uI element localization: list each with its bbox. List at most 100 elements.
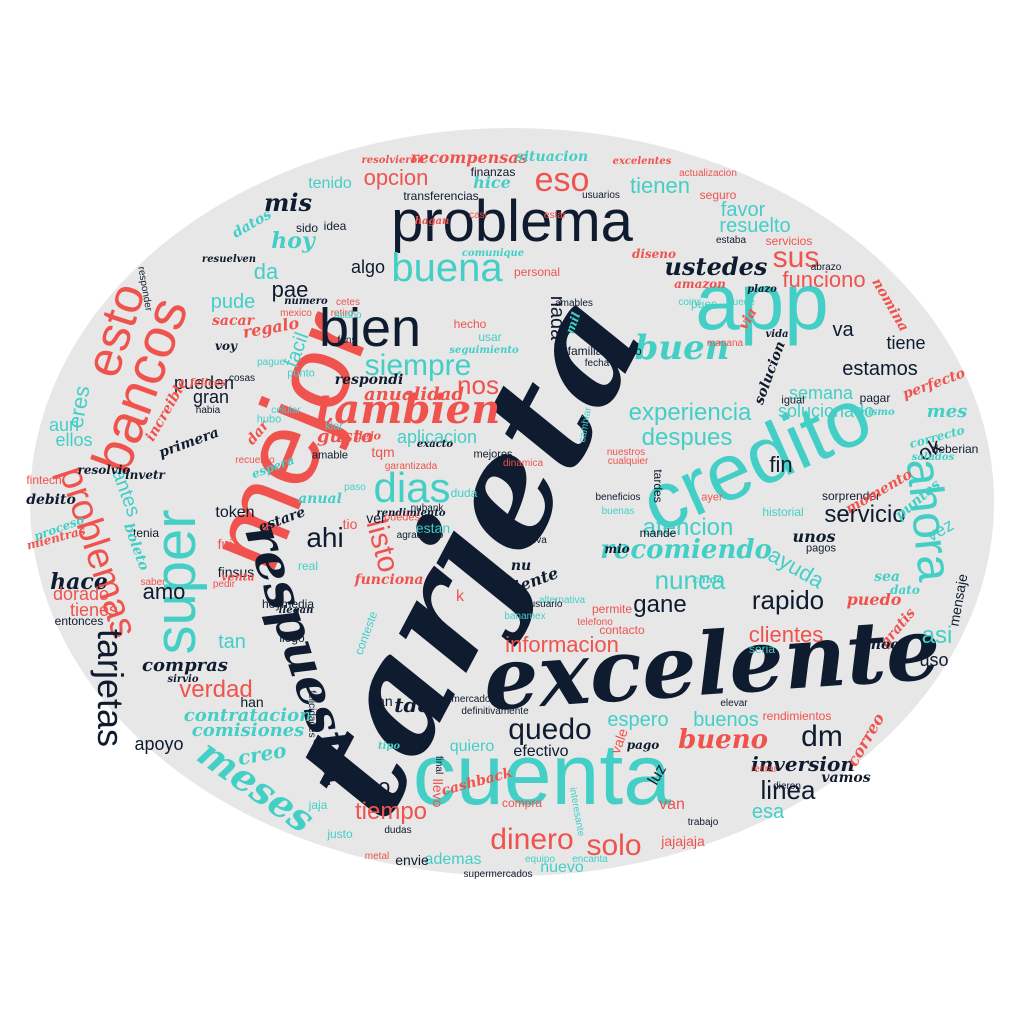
word-jaja: jaja: [308, 798, 328, 812]
word-amazon: amazon: [674, 277, 726, 291]
word-han: han: [240, 694, 264, 710]
word-resuelven: resuelven: [201, 254, 257, 265]
word-usuarios: usuarios: [582, 190, 620, 201]
word-despues: despues: [641, 424, 733, 451]
word-plazo: plazo: [747, 284, 777, 295]
word-celular: celular: [271, 405, 301, 416]
word-pae: pae: [271, 277, 309, 302]
word-sus: sus: [772, 241, 820, 274]
word-amable: amable: [311, 449, 349, 462]
word-recompensas: recompensas: [410, 148, 528, 167]
word-espero: espero: [607, 709, 669, 731]
word-supermercados: supermercados: [463, 869, 533, 880]
word-asi: asi: [921, 622, 953, 649]
word-hagan: hagan: [414, 216, 450, 227]
word-da: da: [253, 259, 279, 284]
word-retirar: retirar: [750, 764, 778, 775]
word-finsus: finsus: [217, 564, 255, 580]
word-dinero: dinero: [490, 823, 574, 856]
word-contacto: contacto: [599, 623, 645, 637]
word-opcion: opcion: [363, 165, 429, 190]
word-situacion: situacion: [515, 149, 589, 165]
word-hubo: hubo: [256, 413, 282, 426]
word-buen: buen: [634, 328, 730, 368]
word-estamos: estamos: [842, 358, 918, 380]
word-fin: fin: [769, 452, 793, 477]
word-token: token: [215, 504, 255, 521]
word-atencion: atencion: [642, 514, 734, 541]
word-idea: idea: [323, 219, 347, 233]
word-quedo: quedo: [508, 713, 592, 746]
word-encanta: encanta: [572, 854, 608, 865]
word-estar: estar: [543, 210, 567, 221]
word-comisiones: comisiones: [191, 720, 305, 741]
word-bbva: bbva: [525, 535, 547, 546]
word-comunique: comunique: [461, 248, 525, 259]
word-dan: dan: [369, 693, 393, 709]
word-nunca: nunca: [654, 565, 726, 595]
word-bueno: bueno: [678, 725, 768, 755]
word-mes: mes: [926, 401, 968, 422]
word-final: final: [433, 755, 444, 775]
word-tienen: tienen: [630, 173, 690, 198]
word-finanzas: finanzas: [470, 165, 516, 179]
word-mio: mio: [604, 542, 630, 556]
word-fans: fans: [337, 335, 357, 346]
word-cosas: cosas: [228, 373, 256, 384]
word-verdad: verdad: [179, 676, 253, 703]
word-pago: pago: [626, 738, 660, 752]
word-van: van: [659, 796, 685, 813]
word-sacar: sacar: [212, 313, 254, 329]
word-sorprender: sorprender: [821, 489, 881, 503]
word-servicios: servicios: [765, 234, 813, 248]
word-mexico: mexico: [280, 308, 312, 319]
word-envie: envie: [395, 852, 429, 868]
word-dorado: dorado: [52, 584, 110, 604]
word-metal: metal: [364, 851, 390, 862]
word-gane: gane: [633, 591, 687, 618]
word-pueden: pueden: [173, 373, 235, 393]
word-cualquier: cualquier: [607, 456, 649, 467]
word-semana: semana: [788, 383, 854, 403]
word-app: app: [695, 257, 829, 346]
word-klar: klar: [325, 420, 343, 433]
word-compras: compras: [142, 655, 228, 676]
word-rendimiento: rendimiento: [376, 508, 446, 519]
word-pedir: pedir: [212, 579, 236, 590]
word-amables: amables: [555, 298, 593, 309]
word-informacion: informacion: [505, 632, 619, 657]
word-ademas: ademas: [424, 851, 482, 868]
word-recomiendo: recomiendo: [600, 535, 772, 565]
word-contratacion: contratacion: [183, 705, 313, 726]
word-punto: punto: [287, 367, 315, 380]
word-dieron: dieron: [773, 781, 801, 792]
word-funciono: funciono: [782, 267, 866, 292]
word-fui: fui: [217, 536, 233, 552]
word-llegan: llegan: [278, 605, 314, 616]
word-telefono: telefono: [577, 617, 613, 628]
word-quiero: quiero: [449, 738, 495, 755]
word-ver: ver: [366, 510, 386, 526]
word-abono: abono: [608, 344, 642, 358]
word-tienes: tienes: [69, 600, 119, 620]
word-recuerdo: recuerdo: [235, 455, 275, 466]
word-sirvio: sirvio: [167, 674, 199, 685]
word-personal: personal: [513, 265, 561, 279]
word-casi: casi: [469, 210, 487, 221]
word-hecho: hecho: [453, 317, 487, 331]
word-nubank: nubank: [410, 503, 444, 514]
word-inversion: inversion: [751, 752, 855, 776]
word-resolvio: resolvio: [77, 463, 131, 477]
word-historial: historial: [762, 505, 804, 519]
cloud-background-ellipse: [30, 128, 994, 876]
word-tarjetas: tarjetas: [90, 628, 131, 748]
word-llego: llego: [279, 631, 305, 645]
word-puedo: puedo: [846, 590, 902, 609]
word-equipo: equipo: [524, 854, 556, 865]
word-puedes: puedes: [383, 511, 421, 524]
word-abrazo: abrazo: [810, 262, 842, 273]
word-ellos: ellos: [55, 430, 93, 450]
word-beneficios: beneficios: [595, 492, 641, 503]
word-aplicacion: aplicacion: [396, 427, 478, 447]
word-fecha: fecha: [584, 358, 610, 369]
